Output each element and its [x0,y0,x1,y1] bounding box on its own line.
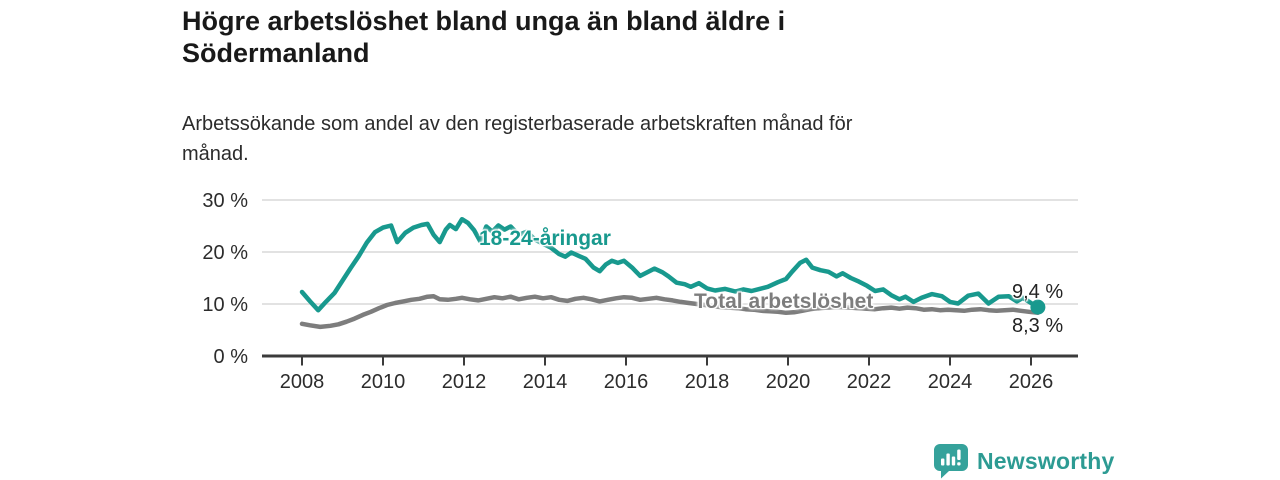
chart-subtitle: Arbetssökande som andel av den registerb… [182,113,853,165]
x-tick-label-2018: 2018 [685,371,730,393]
newsworthy-logo[interactable]: Newsworthy [934,444,1114,479]
x-tick-label-2014: 2014 [523,371,568,393]
chart-title: Högre arbetslöshet bland unga än bland ä… [182,6,786,69]
newsworthy-wordmark: Newsworthy [977,448,1115,474]
x-tick-label-2012: 2012 [442,371,487,393]
y-tick-label-0: 0 % [214,346,249,368]
x-tick-label-2022: 2022 [847,371,892,393]
x-tick-label-2024: 2024 [928,371,973,393]
x-tick-label-2016: 2016 [604,371,649,393]
y-tick-label-20: 20 % [202,242,248,264]
series-label-youth: 18-24-åringar [479,227,611,250]
x-tick-label-2020: 2020 [766,371,811,393]
end-value-youth: 9,4 % [1012,281,1064,303]
bar-chart-speech-bubble-icon [934,444,968,479]
series-line-youth [299,216,1041,313]
x-tick-label-2026: 2026 [1009,371,1054,393]
x-tick-label-2010: 2010 [361,371,406,393]
end-value-total: 8,3 % [1012,315,1064,337]
series-line-total [299,293,1041,330]
x-tick-label-2008: 2008 [280,371,325,393]
line-chart: 2008 2010 2012 2014 2016 2018 2020 2022 2024 2026… [202,190,1078,393]
series-label-total: Total arbetslöshet [694,290,874,313]
series-end-dot-youth [1030,299,1046,315]
y-tick-label-10: 10 % [202,294,248,316]
y-tick-label-30: 30 % [202,190,248,212]
